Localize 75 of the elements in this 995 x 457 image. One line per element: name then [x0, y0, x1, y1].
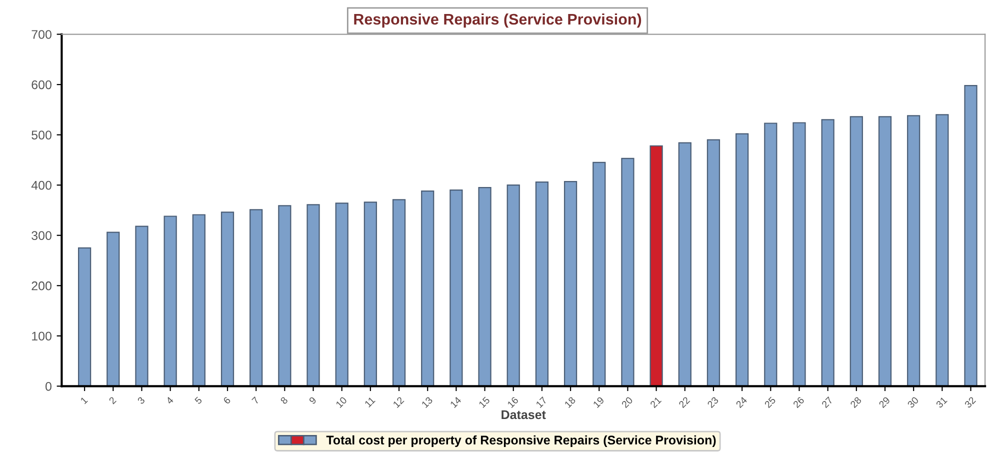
- bar: [592, 162, 606, 386]
- x-tick-label: 3: [137, 396, 146, 404]
- x-tick-label: 22: [678, 396, 690, 408]
- x-tick-label: 29: [878, 396, 890, 408]
- x-tick-label: 32: [964, 396, 976, 408]
- x-tick-label: 27: [821, 396, 834, 408]
- bar: [736, 133, 749, 386]
- bar: [621, 158, 634, 386]
- y-tick-label: 700: [32, 30, 52, 39]
- x-tick-label: 30: [907, 396, 919, 408]
- x-tick-label: 16: [507, 396, 519, 408]
- bar: [936, 114, 949, 386]
- x-tick-label: 21: [650, 396, 662, 408]
- x-tick-label: 28: [850, 396, 862, 408]
- x-tick-label: 4: [166, 396, 174, 405]
- bar: [450, 190, 463, 386]
- x-tick-label: 20: [621, 396, 634, 408]
- bar: [764, 122, 778, 386]
- bar: [164, 216, 177, 386]
- x-tick-label: 15: [478, 396, 490, 408]
- x-tick-label: 23: [706, 396, 719, 408]
- x-tick-label: 24: [736, 396, 748, 408]
- legend-label: Total cost per property of Responsive Repairs (Service Provision): [326, 435, 716, 447]
- bar: [878, 116, 892, 386]
- bar: [478, 187, 492, 386]
- bar: [964, 84, 978, 386]
- x-tick-label: 31: [936, 396, 948, 408]
- bar: [564, 181, 578, 386]
- bar: [706, 139, 720, 386]
- bar: [650, 145, 663, 386]
- y-tick-label: 600: [32, 80, 52, 90]
- x-tick-label: 10: [336, 396, 348, 408]
- x-tick-label: 7: [252, 396, 260, 404]
- x-tick-label: 2: [108, 396, 116, 404]
- bar: [506, 184, 520, 386]
- x-tick-label: 9: [308, 396, 317, 404]
- x-tick-label: 17: [536, 396, 548, 408]
- x-tick-label: 14: [450, 396, 462, 408]
- bar: [821, 119, 834, 386]
- bar: [535, 182, 549, 386]
- bar: [250, 209, 263, 386]
- bar: [907, 115, 920, 386]
- bar: [392, 199, 406, 386]
- bar: [421, 190, 434, 386]
- y-tick-label: 400: [31, 180, 52, 190]
- y-tick-label: 300: [32, 231, 52, 240]
- x-tick-label: 26: [792, 396, 805, 408]
- bar: [678, 142, 692, 386]
- bar: [78, 247, 92, 386]
- x-tick-label: 8: [280, 396, 288, 404]
- bar: [335, 202, 348, 386]
- bar: [278, 205, 292, 386]
- chart-title: Responsive Repairs (Service Provision): [354, 13, 642, 28]
- x-tick-label: 1: [80, 396, 88, 404]
- x-tick-label: 11: [364, 396, 376, 408]
- x-tick-label: 25: [764, 396, 776, 408]
- bar: [306, 204, 320, 386]
- x-tick-label: 13: [421, 396, 433, 408]
- bar: [106, 232, 120, 386]
- x-tick-label: 12: [392, 396, 404, 408]
- x-tick-label: 18: [564, 396, 576, 408]
- bar: [364, 202, 377, 386]
- x-tick-label: 19: [592, 396, 604, 408]
- bar: [220, 212, 234, 386]
- x-tick-label: 6: [222, 396, 231, 404]
- y-tick-label: 0: [46, 382, 52, 391]
- x-tick-label: 5: [194, 396, 202, 404]
- bar: [135, 226, 148, 386]
- y-tick-label: 200: [32, 281, 52, 290]
- y-tick-label: 100: [32, 332, 52, 341]
- bar: [850, 116, 863, 386]
- x-axis-title: Dataset: [502, 410, 546, 420]
- bar: [792, 122, 806, 386]
- bar: [192, 214, 206, 386]
- y-tick-label: 500: [32, 130, 52, 140]
